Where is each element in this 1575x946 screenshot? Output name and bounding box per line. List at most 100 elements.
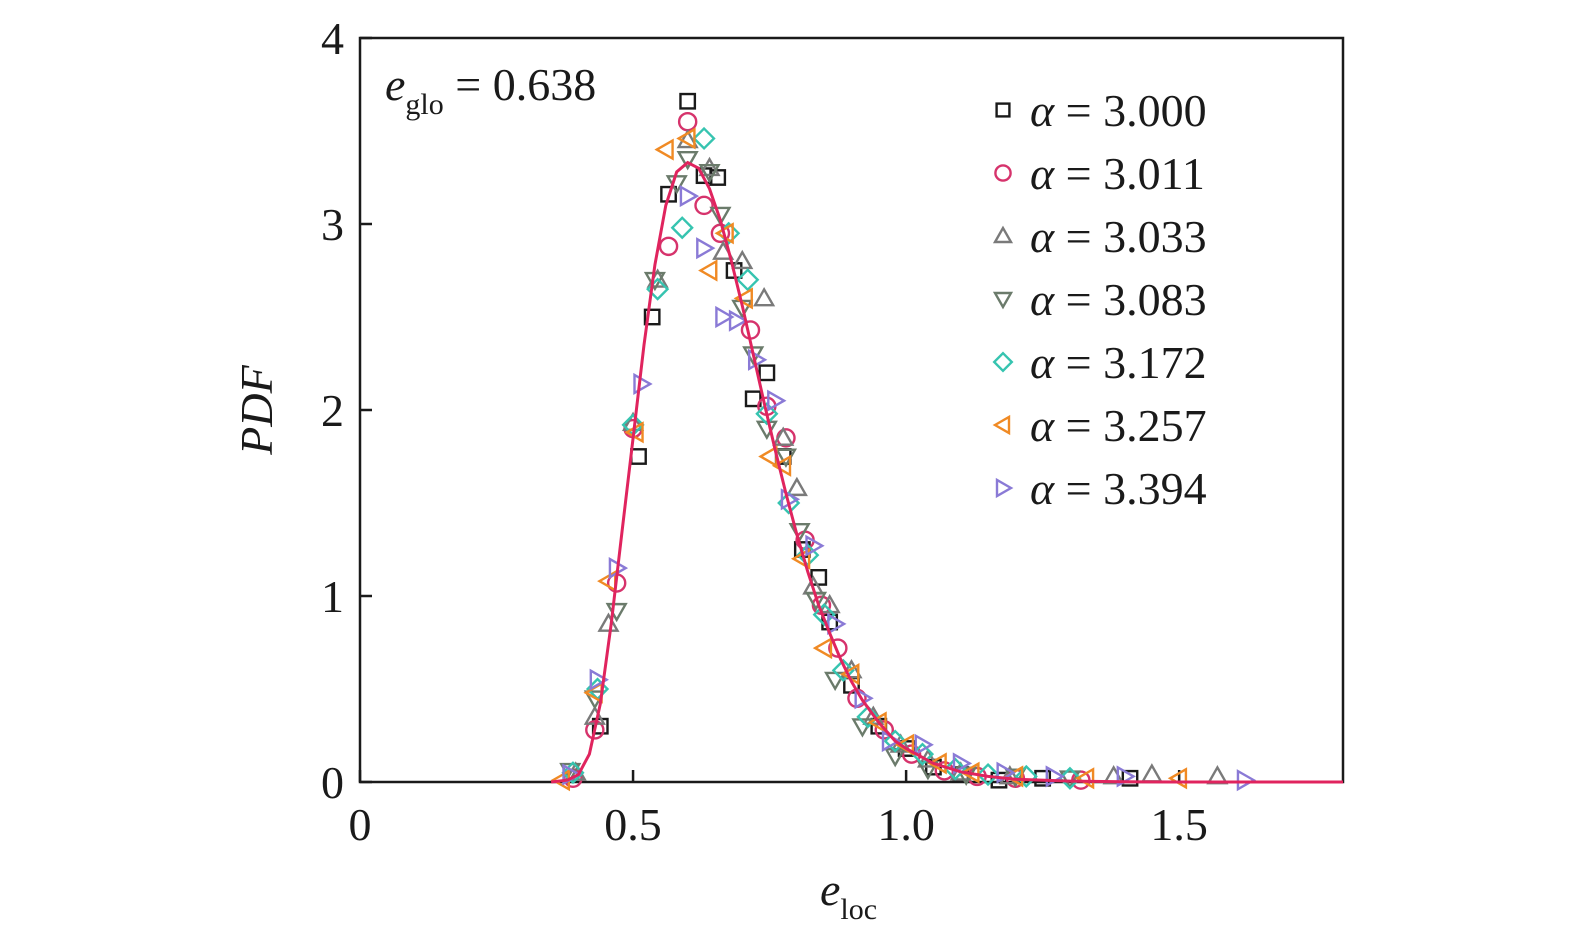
annotation-main: e [385, 59, 405, 110]
data-point [874, 720, 895, 740]
data-point [654, 138, 674, 161]
legend-marker [995, 477, 1014, 499]
data-point [901, 744, 922, 764]
data-point [1121, 769, 1139, 787]
x-axis: 0 0.5 1.0 1.5 [349, 770, 1208, 850]
legend-value: = 3.172 [1054, 337, 1206, 388]
legend-marker [992, 225, 1014, 244]
data-point [960, 761, 980, 784]
legend-alpha-symbol: α [1030, 274, 1055, 325]
x-tick-label: 0.5 [604, 799, 662, 850]
data-point [731, 249, 754, 270]
legend-label: α = 3.000 [1030, 85, 1207, 136]
data-point [827, 612, 847, 635]
annotation: eglo = 0.638 [385, 59, 596, 121]
data-point [696, 237, 716, 260]
legend-marker [992, 351, 1014, 373]
data-point [715, 305, 735, 329]
data-point [831, 658, 855, 682]
data-point [589, 668, 609, 691]
data-point [677, 111, 698, 132]
y-tick-label: 3 [321, 199, 344, 250]
y-tick-label: 0 [321, 757, 344, 808]
legend-label: α = 3.033 [1030, 211, 1207, 262]
legend-marker [995, 102, 1011, 118]
data-point [927, 752, 947, 775]
data-point [755, 402, 779, 426]
data-point [676, 128, 699, 149]
data-point [753, 286, 776, 307]
legend-value: = 3.033 [1054, 211, 1206, 262]
legend-value: = 3.257 [1054, 400, 1206, 451]
data-point [692, 126, 716, 151]
data-point [744, 390, 762, 408]
legend-marker [992, 291, 1014, 310]
data-point [914, 733, 934, 756]
data-point [772, 426, 795, 446]
x-axis-title-sub: loc [840, 893, 877, 926]
x-tick-label: 0 [349, 799, 372, 850]
data-point [585, 720, 605, 740]
legend-value: = 3.000 [1054, 85, 1206, 136]
data-point [1014, 764, 1038, 789]
data-point [679, 185, 700, 208]
legend-alpha-symbol: α [1030, 148, 1055, 199]
legend-value: = 3.083 [1054, 274, 1206, 325]
data-point [747, 348, 768, 371]
data-point [670, 216, 694, 240]
y-tick-label: 1 [321, 571, 344, 622]
series-2 [564, 128, 1229, 785]
data-point [998, 765, 1021, 785]
x-tick-label: 1.5 [1150, 799, 1208, 850]
data-point [1058, 766, 1082, 790]
data-points [550, 92, 1257, 792]
data-point [733, 287, 753, 310]
data-point [643, 308, 661, 326]
y-axis: 0 1 2 3 4 [321, 13, 372, 808]
data-point [824, 671, 847, 692]
series-3 [559, 150, 1082, 790]
data-point [698, 259, 718, 282]
data-point [736, 268, 760, 292]
y-tick-label: 2 [321, 385, 344, 436]
data-point [728, 309, 749, 332]
y-tick-label: 4 [321, 13, 344, 64]
data-point [1140, 763, 1163, 783]
legend-marker [994, 164, 1012, 182]
legend-alpha-symbol: α [1030, 211, 1055, 262]
fit-curve-layer [550, 160, 1343, 784]
data-point [1058, 770, 1082, 790]
data-point [633, 372, 653, 396]
data-point [916, 761, 940, 781]
data-point [812, 637, 833, 660]
data-point [698, 163, 721, 184]
data-point [952, 752, 973, 775]
legend-marker [992, 414, 1011, 436]
legend-value: = 3.394 [1054, 463, 1206, 514]
data-point [955, 766, 978, 786]
data-point [597, 612, 620, 632]
data-point [709, 206, 732, 227]
data-point [676, 150, 699, 171]
data-point [676, 127, 696, 150]
legend-alpha-symbol: α [1030, 400, 1055, 451]
data-point [884, 748, 907, 768]
data-point [1236, 769, 1257, 792]
legend-label: α = 3.172 [1030, 337, 1207, 388]
data-point [771, 454, 792, 477]
data-point [785, 476, 808, 497]
data-point [883, 729, 907, 753]
data-point [856, 705, 880, 729]
annotation-rest: = 0.638 [444, 59, 596, 110]
data-point [630, 448, 647, 465]
data-point [867, 711, 887, 734]
x-axis-title: eloc [820, 864, 877, 926]
series-1 [563, 111, 1091, 790]
data-point [679, 92, 697, 110]
legend-value: = 3.011 [1054, 148, 1205, 199]
annotation-sub: glo [405, 88, 443, 121]
data-point [943, 757, 967, 781]
legend-alpha-symbol: α [1030, 337, 1055, 388]
